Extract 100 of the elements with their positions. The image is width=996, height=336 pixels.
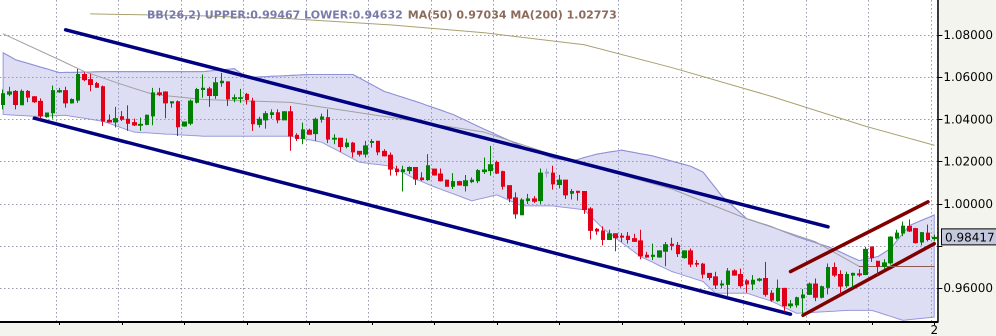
candlestick xyxy=(607,229,612,240)
candlestick xyxy=(307,128,312,135)
candlestick xyxy=(676,241,680,258)
candlestick xyxy=(651,243,655,261)
candlestick xyxy=(76,68,80,104)
candlestick xyxy=(751,274,755,291)
y-tick-label: 0.96000 xyxy=(943,281,993,296)
candlestick xyxy=(288,105,293,152)
candlestick xyxy=(395,165,399,176)
candlestick xyxy=(426,154,430,182)
candlestick xyxy=(576,190,580,202)
candlestick xyxy=(126,104,130,132)
candlestick xyxy=(63,86,68,108)
candlestick xyxy=(926,224,930,242)
candlestick xyxy=(863,246,868,276)
candlestick xyxy=(701,262,705,280)
candlestick xyxy=(782,287,787,312)
candlestick xyxy=(295,132,299,142)
candlestick xyxy=(320,113,324,124)
candlestick xyxy=(476,168,480,184)
candlestick xyxy=(45,112,49,118)
candlestick xyxy=(763,261,768,298)
candlestick xyxy=(688,248,693,268)
candlestick xyxy=(151,87,155,126)
candlestick xyxy=(251,97,255,132)
candlestick xyxy=(332,134,337,145)
candlestick xyxy=(520,198,524,216)
candlestick xyxy=(301,122,305,145)
candlestick xyxy=(645,251,649,258)
candlestick xyxy=(376,140,380,156)
candlestick xyxy=(170,100,174,108)
candlestick xyxy=(551,165,555,190)
candlestick xyxy=(538,168,543,204)
candlestick xyxy=(857,268,862,278)
candlestick xyxy=(51,85,55,120)
text: MA(50) 0.97034 MA(200) 1.02773 xyxy=(408,8,617,22)
candlestick xyxy=(357,150,362,157)
candlestick xyxy=(545,168,549,178)
candlestick xyxy=(901,220,905,237)
candlestick xyxy=(1,89,5,110)
y-tick-label: 1.06000 xyxy=(943,70,993,84)
candlestick xyxy=(120,110,124,122)
candlestick xyxy=(138,117,143,132)
candlestick xyxy=(845,271,849,288)
candlestick xyxy=(132,118,137,127)
candlestick xyxy=(145,114,149,126)
candlestick xyxy=(726,267,730,298)
y-tick-label: 1.02000 xyxy=(943,154,993,169)
candlestick xyxy=(932,234,937,242)
candlestick xyxy=(501,170,505,190)
candlestick xyxy=(813,278,818,302)
candlestick xyxy=(720,280,724,289)
candlestick xyxy=(107,114,112,124)
candlestick xyxy=(757,277,762,282)
candlestick xyxy=(457,180,462,186)
candlestick xyxy=(201,74,205,98)
candlestick xyxy=(776,279,780,302)
candlestick xyxy=(451,172,455,190)
candlestick xyxy=(195,87,199,104)
candlestick xyxy=(920,232,924,246)
candlestick xyxy=(326,108,330,144)
candlestick xyxy=(420,172,424,182)
candlestick xyxy=(220,72,224,88)
candlestick xyxy=(557,174,562,189)
candlestick xyxy=(670,237,674,251)
candlestick xyxy=(445,180,449,188)
candlestick xyxy=(370,138,374,148)
candlestick xyxy=(826,263,830,295)
candlestick xyxy=(526,193,530,204)
candlestick xyxy=(626,232,630,244)
candlestick xyxy=(895,229,899,240)
candlestick xyxy=(801,288,805,315)
candlestick xyxy=(113,106,118,128)
candlestick xyxy=(563,180,568,200)
candlestick xyxy=(226,80,230,106)
candlestick xyxy=(270,108,274,120)
candlestick xyxy=(313,117,318,142)
candlestick xyxy=(345,138,349,149)
candlestick xyxy=(682,250,687,260)
candlestick xyxy=(20,89,24,106)
candlestick xyxy=(70,98,74,104)
candlestick xyxy=(463,174,468,192)
candlestick xyxy=(413,166,418,186)
y-tick-label: 1.00000 xyxy=(943,196,993,211)
candlestick xyxy=(213,76,218,100)
candlestick xyxy=(282,110,287,120)
candlestick xyxy=(770,290,774,302)
candlestick xyxy=(245,92,249,106)
candlestick xyxy=(807,282,812,296)
candlestick xyxy=(95,81,99,88)
candlestick xyxy=(876,260,880,276)
candlestick xyxy=(595,228,599,236)
candlestick xyxy=(570,188,574,200)
candlestick xyxy=(363,140,368,158)
candlestick xyxy=(851,272,855,288)
candlestick xyxy=(26,90,30,103)
line-series xyxy=(2,52,935,262)
candlestick xyxy=(57,87,62,94)
candlestick xyxy=(870,246,874,262)
candlestick xyxy=(407,166,412,174)
